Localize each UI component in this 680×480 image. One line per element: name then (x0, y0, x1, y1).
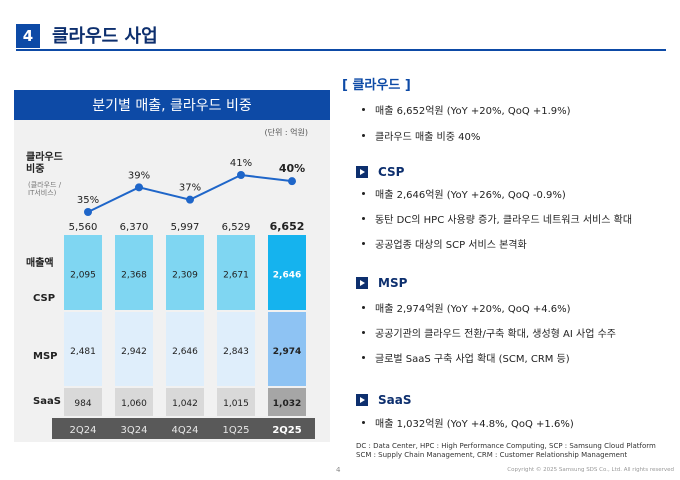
bar-saas-2Q25 (268, 388, 306, 416)
bar-csp-2Q25 (268, 235, 306, 310)
total-label-1Q25: 6,529 (222, 222, 251, 233)
bar-msp-4Q24 (166, 312, 204, 386)
section-number-badge: 4 (16, 24, 40, 48)
triangle-bullet-icon (356, 394, 368, 406)
data-label-msp-4Q24: 2,646 (172, 347, 198, 357)
bar-csp-2Q24 (64, 235, 102, 310)
copyright: Copyright © 2025 Samsung SDS Co., Ltd. A… (507, 467, 674, 473)
ratio-axis-sublabel: (클라우드 / IT서비스) (28, 181, 62, 198)
data-label-csp-4Q24: 2,309 (172, 271, 198, 281)
tick-label-1Q25: 1Q25 (223, 425, 250, 436)
page-number: 4 (336, 466, 341, 474)
bar-csp-4Q24 (166, 235, 204, 310)
bar-msp-1Q25 (217, 312, 255, 386)
bar-saas-1Q25 (217, 388, 255, 416)
data-label-saas-4Q24: 1,042 (172, 399, 198, 409)
cloud-heading: [ 클라우드 ] (342, 78, 411, 93)
data-label-csp-2Q25: 2,646 (273, 271, 301, 281)
tick-label-2Q24: 2Q24 (70, 425, 97, 436)
footnote-line-1: DC : Data Center, HPC : High Performance… (356, 442, 656, 450)
ratio-axis-label: 클라우드 비중 (26, 152, 63, 175)
bar-msp-3Q24 (115, 312, 153, 386)
msp-bullet-1: 매출 2,974억원 (YoY +20%, QoQ +4.6%) (362, 300, 571, 315)
csp-bullet-3: 공공업종 대상의 SCP 서비스 본격화 (362, 236, 527, 251)
csp-row-label: CSP (33, 293, 56, 304)
ratio-label-4Q24: 37% (179, 183, 201, 194)
tick-label-2Q25: 2Q25 (272, 425, 301, 436)
ratio-label-2Q25: 40% (279, 162, 305, 175)
bar-saas-2Q24 (64, 388, 102, 416)
ratio-label-2Q24: 35% (77, 195, 99, 206)
data-label-csp-1Q25: 2,671 (223, 271, 249, 281)
csp-heading: CSP (356, 165, 404, 179)
total-label-2Q25: 6,652 (270, 220, 305, 233)
msp-heading: MSP (356, 276, 407, 290)
chart-unit-label: (단위 : 억원) (264, 128, 308, 137)
bar-csp-3Q24 (115, 235, 153, 310)
ratio-point-4Q24 (186, 195, 194, 204)
total-label-4Q24: 5,997 (171, 222, 200, 233)
ratio-point-1Q25 (237, 171, 245, 179)
csp-bullet-2: 동탄 DC의 HPC 사용량 증가, 클라우드 네트워크 서비스 확대 (362, 211, 632, 226)
data-label-msp-1Q25: 2,843 (223, 347, 249, 357)
data-label-csp-2Q24: 2,095 (70, 271, 96, 281)
cloud-bullet-1: 매출 6,652억원 (YoY +20%, QoQ +1.9%) (362, 102, 571, 117)
data-label-csp-3Q24: 2,368 (121, 271, 147, 281)
cloud-bullet-2: 클라우드 매출 비중 40% (362, 128, 480, 143)
triangle-bullet-icon (356, 166, 368, 178)
tick-label-3Q24: 3Q24 (121, 425, 148, 436)
data-label-msp-3Q24: 2,942 (121, 347, 147, 357)
data-label-saas-1Q25: 1,015 (223, 399, 249, 409)
bar-saas-3Q24 (115, 388, 153, 416)
revenue-label: 매출액 (26, 258, 54, 269)
msp-bullet-3: 글로벌 SaaS 구축 사업 확대 (SCM, CRM 등) (362, 350, 570, 365)
ratio-point-3Q24 (135, 183, 143, 192)
total-label-3Q24: 6,370 (120, 222, 149, 233)
saas-heading: SaaS (356, 393, 411, 407)
data-label-saas-2Q24: 984 (74, 399, 91, 409)
ratio-point-2Q24 (84, 208, 92, 216)
category-axis-band (52, 418, 315, 439)
page-title: 클라우드 사업 (52, 26, 158, 47)
ratio-label-1Q25: 41% (230, 158, 252, 169)
csp-bullet-1: 매출 2,646억원 (YoY +26%, QoQ -0.9%) (362, 186, 566, 201)
ratio-point-2Q25 (288, 177, 296, 186)
ratio-label-3Q24: 39% (128, 170, 150, 181)
header-divider (16, 49, 666, 51)
saas-row-label: SaaS (33, 396, 61, 407)
bar-msp-2Q24 (64, 312, 102, 386)
chart-title: 분기별 매출, 클라우드 비중 (14, 90, 330, 120)
msp-row-label: MSP (33, 351, 58, 362)
msp-bullet-2: 공공기관의 클라우드 전환/구축 확대, 생성형 AI 사업 수주 (362, 325, 616, 340)
tick-label-4Q24: 4Q24 (172, 425, 199, 436)
bar-csp-1Q25 (217, 235, 255, 310)
data-label-saas-2Q25: 1,032 (273, 399, 301, 409)
data-label-msp-2Q24: 2,481 (70, 347, 96, 357)
saas-bullet-1: 매출 1,032억원 (YoY +4.8%, QoQ +1.6%) (362, 415, 574, 430)
bar-msp-2Q25 (268, 312, 306, 386)
bar-saas-4Q24 (166, 388, 204, 416)
footnote-line-2: SCM : Supply Chain Management, CRM : Cus… (356, 451, 628, 459)
data-label-msp-2Q25: 2,974 (273, 347, 301, 357)
triangle-bullet-icon (356, 277, 368, 289)
total-label-2Q24: 5,560 (69, 222, 98, 233)
data-label-saas-3Q24: 1,060 (121, 399, 147, 409)
